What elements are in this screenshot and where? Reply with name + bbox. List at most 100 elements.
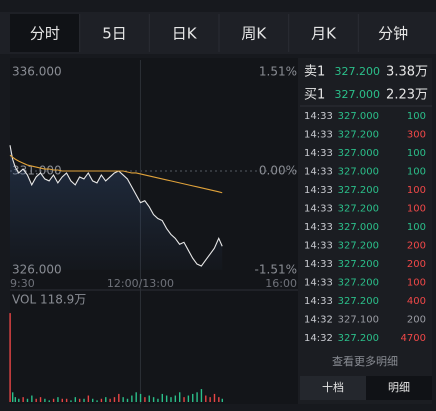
volume-bar xyxy=(100,398,103,402)
volume-bar xyxy=(118,393,120,402)
more-link[interactable]: 查看更多明细 xyxy=(332,354,398,368)
volume-bar xyxy=(78,398,81,402)
volume-bar xyxy=(105,397,107,402)
volume-bar xyxy=(139,393,142,402)
trade-time: 14:33 xyxy=(304,296,333,307)
trade-price: 327.200 xyxy=(338,241,379,252)
volume-bar xyxy=(31,395,33,402)
volume-bar xyxy=(9,313,11,402)
volume-bar xyxy=(131,395,133,402)
volume-bar xyxy=(187,395,190,402)
volume-bar xyxy=(178,392,181,402)
trade-volume: 100 xyxy=(407,111,426,122)
trade-price: 327.200 xyxy=(338,204,379,215)
trade-time: 14:33 xyxy=(304,278,333,289)
price-line xyxy=(9,145,223,267)
quote-price: 327.000 xyxy=(335,88,381,101)
volume-bar xyxy=(221,398,224,402)
tab[interactable]: 分时 xyxy=(30,25,60,43)
volume-bar xyxy=(109,398,111,402)
volume-bar xyxy=(52,398,55,402)
volume-bar xyxy=(87,395,90,402)
trade-time: 14:33 xyxy=(304,148,333,159)
volume-bar xyxy=(83,398,85,402)
volume-bar xyxy=(39,397,42,402)
trade-volume: 300 xyxy=(407,130,426,141)
trade-time: 14:33 xyxy=(304,167,333,178)
volume-bar xyxy=(213,393,216,402)
trade-price: 327.200 xyxy=(338,130,379,141)
quote-label: 买1 xyxy=(304,88,325,103)
volume-bar xyxy=(157,398,159,402)
trade-time: 14:33 xyxy=(304,130,333,141)
trade-price: 327.200 xyxy=(338,185,379,196)
trade-volume: 200 xyxy=(407,259,426,270)
trade-price: 327.200 xyxy=(338,259,379,270)
quote-volume: 3.38万 xyxy=(386,65,428,80)
volume-bar xyxy=(48,400,50,402)
volume-bar xyxy=(174,395,177,402)
volume-bar xyxy=(14,397,17,402)
trade-volume: 100 xyxy=(407,222,426,233)
y2-tick-label: 0.00% xyxy=(259,164,297,178)
volume-bar xyxy=(44,398,46,402)
y2-tick-label: 1.51% xyxy=(259,65,297,79)
panel-tab[interactable]: 十档 xyxy=(322,380,344,394)
volume-bar xyxy=(26,398,29,402)
trade-time: 14:33 xyxy=(304,185,333,196)
volume-bar xyxy=(92,398,94,402)
x-tick-label: 16:00 xyxy=(265,277,297,290)
volume-bar xyxy=(148,395,150,402)
x-tick-label: 9:30 xyxy=(10,277,35,290)
x-tick-label: 12:00/13:00 xyxy=(107,277,174,290)
trade-volume: 4700 xyxy=(401,333,426,344)
volume-bar xyxy=(196,392,198,402)
y-tick-label: 336.000 xyxy=(12,65,62,79)
volume-bar xyxy=(12,392,14,402)
panel-tab-bg xyxy=(300,376,366,400)
trade-volume: 100 xyxy=(407,148,426,159)
tab[interactable]: 月K xyxy=(311,25,337,43)
volume-bar xyxy=(161,393,163,402)
volume-bar xyxy=(200,389,203,402)
volume-bar xyxy=(18,398,20,402)
y2-tick-label: -1.51% xyxy=(255,263,297,277)
volume-bar xyxy=(22,397,24,402)
volume-bar xyxy=(218,397,220,402)
trade-volume: 100 xyxy=(407,204,426,215)
tab[interactable]: 5日 xyxy=(102,25,127,43)
volume-bar xyxy=(113,397,116,402)
trade-time: 14:32 xyxy=(304,333,333,344)
trade-volume: 100 xyxy=(407,185,426,196)
trade-time: 14:32 xyxy=(304,315,333,326)
trade-price: 327.200 xyxy=(338,278,379,289)
quote-volume: 2.23万 xyxy=(386,88,428,103)
trade-price: 327.000 xyxy=(338,111,379,122)
trade-price: 327.000 xyxy=(338,222,379,233)
trade-price: 327.200 xyxy=(338,333,379,344)
trade-volume: 100 xyxy=(407,278,426,289)
volume-bar xyxy=(74,397,77,402)
tab[interactable]: 分钟 xyxy=(378,25,408,43)
panel-tab-bg xyxy=(366,376,432,400)
volume-bar xyxy=(96,400,98,402)
volume-bar xyxy=(35,398,37,402)
volume-bar xyxy=(61,398,63,402)
trade-price: 327.100 xyxy=(338,315,379,326)
trade-volume: 400 xyxy=(407,296,426,307)
volume-bar xyxy=(152,397,155,402)
trade-price: 327.000 xyxy=(338,148,379,159)
quote-label: 卖1 xyxy=(304,65,325,80)
volume-bar xyxy=(126,398,129,402)
volume-bar xyxy=(183,397,185,402)
panel-tab[interactable]: 明细 xyxy=(388,381,410,394)
volume-bar xyxy=(135,392,137,402)
tab-active xyxy=(10,14,80,52)
volume-bar xyxy=(205,395,207,402)
tab[interactable]: 日K xyxy=(172,25,198,43)
average-line xyxy=(9,154,223,194)
trade-volume: 200 xyxy=(407,241,426,252)
volume-bar xyxy=(57,397,59,402)
tab[interactable]: 周K xyxy=(241,25,267,43)
